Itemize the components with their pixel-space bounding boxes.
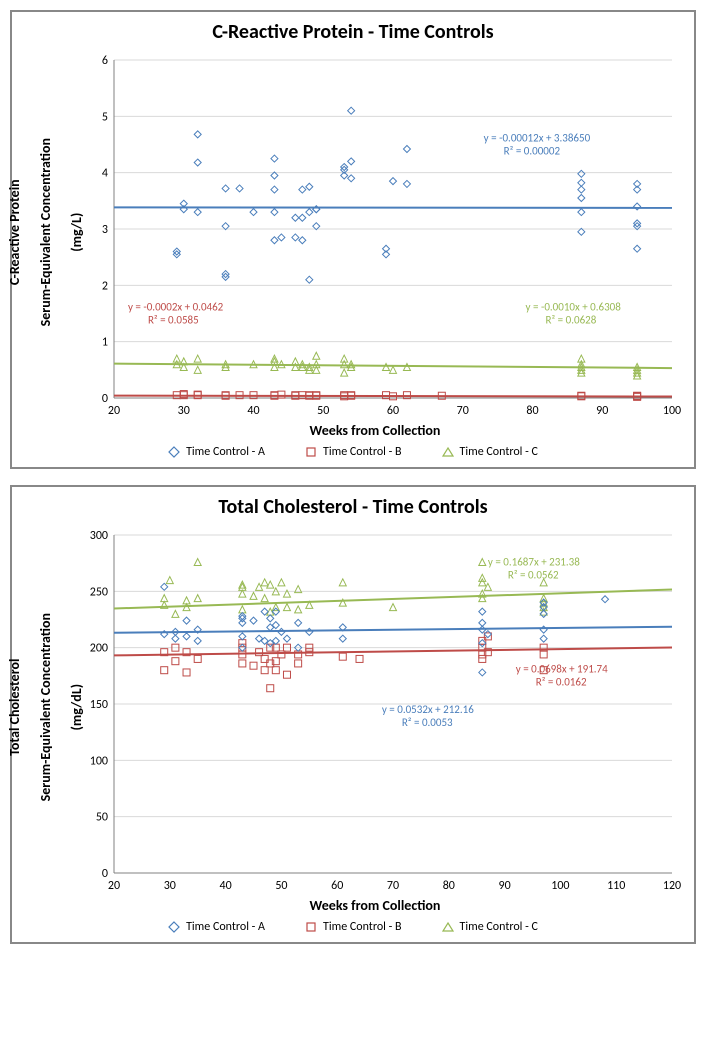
- svg-text:80: 80: [526, 404, 538, 418]
- svg-text:30: 30: [178, 404, 190, 418]
- svg-text:R² = 0.0585: R² = 0.0585: [148, 314, 199, 327]
- triangle-icon: [442, 921, 454, 933]
- chart-area: C-Reactive Protein Serum-Equivalent Conc…: [24, 50, 682, 439]
- legend: Time Control - A Time Control - B Time C…: [24, 914, 682, 936]
- svg-text:50: 50: [275, 879, 287, 893]
- svg-text:70: 70: [387, 879, 399, 893]
- svg-text:4: 4: [102, 167, 108, 181]
- svg-text:y = 0.1687x + 231.38: y = 0.1687x + 231.38: [488, 555, 580, 568]
- svg-text:90: 90: [499, 879, 511, 893]
- svg-text:90: 90: [596, 404, 608, 418]
- square-icon: [305, 921, 317, 933]
- svg-text:110: 110: [607, 879, 625, 893]
- svg-text:R² = 0.0053: R² = 0.0053: [402, 716, 453, 729]
- svg-text:70: 70: [457, 404, 469, 418]
- svg-text:40: 40: [220, 879, 232, 893]
- x-axis-label: Weeks from Collection: [68, 422, 682, 439]
- plot-column: 01234562030405060708090100y = -0.00012x …: [68, 50, 682, 439]
- svg-text:3: 3: [102, 223, 108, 237]
- svg-text:1: 1: [102, 336, 108, 350]
- svg-text:y = -0.0002x + 0.0462: y = -0.0002x + 0.0462: [128, 301, 224, 314]
- legend-item-b: Time Control - B: [305, 920, 402, 934]
- triangle-icon: [442, 446, 454, 458]
- svg-text:5: 5: [102, 110, 108, 124]
- svg-text:20: 20: [108, 404, 120, 418]
- chart-title: C-Reactive Protein - Time Controls: [24, 20, 682, 44]
- y-axis-label-wrap: Total Cholesterol Serum-Equivalent Conce…: [24, 525, 68, 914]
- legend-item-c: Time Control - C: [442, 920, 538, 934]
- plot-svg: 0501001502002503002030405060708090100110…: [68, 525, 682, 895]
- svg-text:50: 50: [317, 404, 329, 418]
- svg-text:R² = 0.0162: R² = 0.0162: [536, 675, 587, 688]
- svg-text:30: 30: [164, 879, 176, 893]
- svg-text:80: 80: [443, 879, 455, 893]
- chart-title: Total Cholesterol - Time Controls: [24, 495, 682, 519]
- svg-text:120: 120: [663, 879, 681, 893]
- diamond-icon: [168, 446, 180, 458]
- svg-text:2: 2: [102, 279, 108, 293]
- legend-item-c: Time Control - C: [442, 445, 538, 459]
- svg-text:y = -0.0010x + 0.6308: y = -0.0010x + 0.6308: [526, 301, 622, 314]
- square-icon: [305, 446, 317, 458]
- svg-text:6: 6: [102, 54, 108, 68]
- chart-area: Total Cholesterol Serum-Equivalent Conce…: [24, 525, 682, 914]
- chart-crp: C-Reactive Protein - Time Controls C-Rea…: [10, 10, 696, 469]
- svg-text:R² = 0.0562: R² = 0.0562: [508, 568, 559, 581]
- legend-item-b: Time Control - B: [305, 445, 402, 459]
- svg-text:100: 100: [551, 879, 569, 893]
- svg-text:40: 40: [247, 404, 259, 418]
- legend: Time Control - A Time Control - B Time C…: [24, 439, 682, 461]
- y-axis-label-wrap: C-Reactive Protein Serum-Equivalent Conc…: [24, 50, 68, 439]
- svg-text:60: 60: [387, 404, 399, 418]
- y-axis-label: C-Reactive Protein Serum-Equivalent Conc…: [0, 138, 100, 352]
- legend-item-a: Time Control - A: [168, 920, 265, 934]
- svg-text:300: 300: [90, 529, 108, 543]
- svg-text:R² = 0.00002: R² = 0.00002: [504, 145, 561, 158]
- legend-item-a: Time Control - A: [168, 445, 265, 459]
- chart-cholesterol: Total Cholesterol - Time Controls Total …: [10, 485, 696, 944]
- y-axis-label: Total Cholesterol Serum-Equivalent Conce…: [0, 613, 100, 827]
- svg-text:R² = 0.0628: R² = 0.0628: [546, 314, 597, 327]
- svg-text:100: 100: [663, 404, 681, 418]
- svg-text:y = 0.0698x + 191.74: y = 0.0698x + 191.74: [516, 662, 608, 675]
- diamond-icon: [168, 921, 180, 933]
- plot-svg: 01234562030405060708090100y = -0.00012x …: [68, 50, 682, 420]
- plot-column: 0501001502002503002030405060708090100110…: [68, 525, 682, 914]
- x-axis-label: Weeks from Collection: [68, 897, 682, 914]
- svg-text:20: 20: [108, 879, 120, 893]
- svg-text:60: 60: [331, 879, 343, 893]
- svg-text:250: 250: [90, 585, 108, 599]
- svg-text:y = 0.0532x + 212.16: y = 0.0532x + 212.16: [382, 703, 474, 716]
- svg-text:y = -0.00012x + 3.38650: y = -0.00012x + 3.38650: [484, 132, 591, 145]
